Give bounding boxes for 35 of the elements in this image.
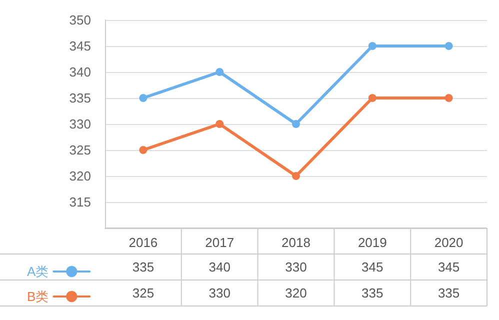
x-tick-label: 2018 xyxy=(282,235,310,250)
data-label: 345 xyxy=(362,260,384,274)
data-label: 335 xyxy=(132,260,154,274)
x-tick-label: 2017 xyxy=(205,235,234,250)
y-tick-label: 320 xyxy=(69,168,91,184)
y-tick-label: 350 xyxy=(69,12,91,28)
data-label: 330 xyxy=(208,286,230,300)
point xyxy=(216,120,224,128)
point xyxy=(216,68,224,76)
point xyxy=(292,172,300,180)
x-tick-label: 2016 xyxy=(128,235,158,250)
point xyxy=(444,94,453,102)
y-tick-label: 325 xyxy=(69,142,91,158)
data-label: 340 xyxy=(208,260,230,274)
point xyxy=(368,94,376,102)
legend-label: B类 xyxy=(27,289,49,304)
x-tick-label: 2019 xyxy=(358,235,387,250)
y-tick-label: 335 xyxy=(69,90,91,106)
data-label: 335 xyxy=(438,286,460,300)
y-tick-label: 340 xyxy=(69,64,91,80)
point xyxy=(444,42,453,50)
y-tick-label: 330 xyxy=(69,116,91,132)
data-label: 335 xyxy=(362,286,384,300)
data-label: 345 xyxy=(438,260,460,274)
legend-label: A类 xyxy=(27,264,49,279)
point xyxy=(139,146,148,154)
y-tick-label: 315 xyxy=(69,194,91,210)
point xyxy=(368,42,376,50)
data-label: 330 xyxy=(285,260,307,274)
y-tick-label: 345 xyxy=(69,38,91,54)
x-tick-label: 2020 xyxy=(434,235,464,250)
point xyxy=(292,120,300,128)
data-label: 325 xyxy=(132,286,154,300)
point xyxy=(139,94,148,102)
data-label: 320 xyxy=(285,286,307,300)
